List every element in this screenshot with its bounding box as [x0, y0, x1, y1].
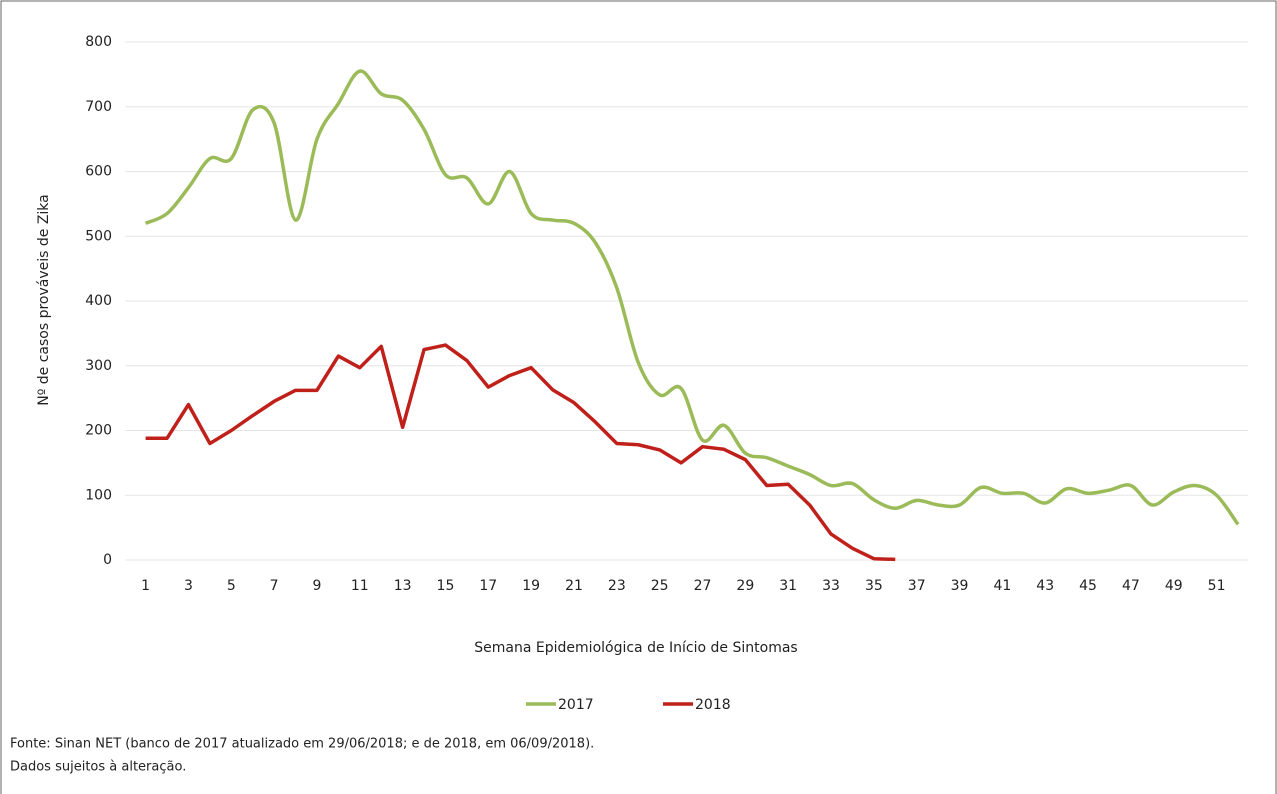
x-tick-label: 37: [908, 578, 926, 594]
x-tick-label: 39: [951, 578, 969, 594]
y-tick-label: 300: [85, 358, 112, 374]
x-tick-label: 3: [184, 578, 193, 594]
y-tick-label: 600: [85, 164, 112, 180]
y-tick-label: 800: [85, 34, 112, 50]
series-line: [145, 343, 896, 562]
legend-label: 2017: [558, 697, 594, 713]
y-tick-label: 500: [85, 228, 112, 244]
x-tick-label: 51: [1208, 578, 1226, 594]
x-tick-label: 27: [694, 578, 712, 594]
x-tick-label: 31: [779, 578, 797, 594]
x-tick-label: 21: [565, 578, 583, 594]
x-tick-label: 29: [736, 578, 754, 594]
y-axis-title: Nº de casos prováveis de Zika: [36, 194, 52, 406]
x-tick-label: 17: [479, 578, 497, 594]
x-tick-label: 47: [1122, 578, 1140, 594]
series-line: [144, 69, 1240, 526]
y-tick-label: 700: [85, 99, 112, 115]
x-tick-label: 9: [312, 578, 321, 594]
x-tick-label: 35: [865, 578, 883, 594]
x-tick-label: 11: [351, 578, 369, 594]
x-tick-label: 43: [1036, 578, 1054, 594]
y-tick-label: 400: [85, 293, 112, 309]
y-tick-label: 100: [85, 487, 112, 503]
x-tick-label: 25: [651, 578, 669, 594]
source-note: Fonte: Sinan NET (banco de 2017 atualiza…: [10, 737, 594, 752]
x-tick-label: 41: [993, 578, 1011, 594]
x-tick-label: 13: [394, 578, 412, 594]
x-tick-label: 33: [822, 578, 840, 594]
x-tick-label: 45: [1079, 578, 1097, 594]
x-tick-label: 15: [437, 578, 455, 594]
x-axis-title: Semana Epidemiológica de Início de Sinto…: [474, 640, 797, 656]
disclaimer-note: Dados sujeitos à alteração.: [10, 760, 186, 775]
legend-label: 2018: [695, 697, 731, 713]
y-tick-label: 0: [103, 552, 112, 568]
x-tick-label: 19: [522, 578, 540, 594]
x-tick-label: 49: [1165, 578, 1183, 594]
x-tick-label: 5: [227, 578, 236, 594]
x-tick-label: 7: [270, 578, 279, 594]
x-tick-label: 1: [141, 578, 150, 594]
x-tick-label: 23: [608, 578, 626, 594]
y-tick-label: 200: [85, 423, 112, 439]
